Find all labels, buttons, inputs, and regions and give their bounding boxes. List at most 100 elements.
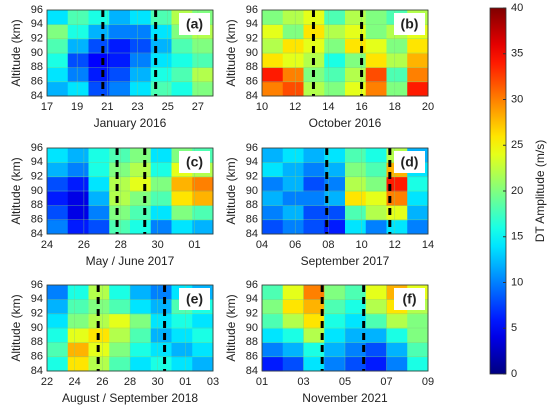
x-tick-label: 14 (322, 101, 334, 113)
heat-cell (345, 205, 367, 221)
heat-cell (282, 81, 304, 97)
heat-cell (67, 38, 89, 54)
heat-cell (192, 67, 214, 83)
heat-cell (47, 38, 69, 54)
heat-cell (171, 356, 193, 372)
y-tick-label: 84 (31, 228, 43, 240)
heat-cell (150, 313, 172, 329)
heat-cell (130, 24, 152, 40)
heat-cell (67, 285, 89, 300)
heat-cell (130, 205, 152, 221)
heat-cell (282, 219, 304, 235)
heat-cell (345, 148, 367, 163)
heat-cell (386, 313, 408, 329)
heat-cell (365, 205, 387, 221)
heat-cell (345, 342, 367, 358)
heat-cell (88, 299, 110, 315)
heat-cell (109, 191, 131, 206)
y-axis-label: Altitude (km) (224, 157, 238, 224)
heat-cell (192, 205, 214, 221)
heat-cell (130, 313, 152, 329)
heat-cell (386, 53, 408, 68)
y-tick-label: 86 (31, 76, 43, 88)
heat-cell (171, 328, 193, 343)
heat-cell (171, 342, 193, 358)
plot-frame (261, 9, 429, 97)
heat-cell (386, 328, 408, 343)
heat-cell (262, 148, 284, 163)
x-axis-label: November 2021 (302, 391, 388, 405)
heat-cell (109, 53, 131, 68)
heat-cell (324, 38, 346, 54)
y-tick-label: 96 (31, 279, 43, 291)
heat-cell (150, 67, 172, 83)
heat-cell (262, 299, 284, 315)
heat-cell (324, 299, 346, 315)
heat-cell (130, 328, 152, 343)
heat-cell (262, 342, 284, 358)
heat-cell (130, 356, 152, 372)
heat-cell (47, 67, 69, 83)
heat-cell (88, 24, 110, 40)
heat-cell (47, 24, 69, 40)
y-tick-label: 96 (31, 142, 43, 154)
y-tick-label: 92 (31, 33, 43, 45)
colorbar-tick-label: 25 (511, 139, 523, 151)
heat-cell (365, 285, 387, 300)
heat-cell (88, 176, 110, 192)
y-axis-label: Altitude (km) (224, 294, 238, 361)
heat-cell (67, 67, 89, 83)
heat-cell (386, 38, 408, 54)
heat-cell (365, 356, 387, 372)
heat-cell (407, 67, 429, 83)
heat-cell (47, 10, 69, 25)
x-tick-label: 19 (71, 101, 83, 113)
heat-cell (47, 81, 69, 97)
heat-cell (365, 81, 387, 97)
x-tick-label: 04 (256, 239, 268, 251)
y-tick-label: 84 (246, 228, 258, 240)
x-axis-label: August / September 2018 (62, 391, 198, 405)
x-tick-label: 30 (152, 239, 164, 251)
y-tick-label: 90 (31, 322, 43, 334)
heat-cell (345, 328, 367, 343)
heat-cell (150, 162, 172, 178)
heat-cell (324, 313, 346, 329)
heat-cell (192, 342, 214, 358)
heat-cell (47, 299, 69, 315)
heat-cell (67, 191, 89, 206)
heat-cell (282, 148, 304, 163)
heat-cell (150, 24, 172, 40)
heat-cell (171, 38, 193, 54)
heat-cell (303, 191, 325, 206)
y-tick-label: 96 (246, 279, 258, 291)
heat-cell (109, 328, 131, 343)
heat-cell (262, 162, 284, 178)
heat-cell (192, 53, 214, 68)
heat-cell (171, 176, 193, 192)
heat-cell (303, 328, 325, 343)
heat-cell (130, 285, 152, 300)
x-tick-label: 17 (41, 101, 53, 113)
y-tick-label: 84 (31, 365, 43, 377)
heat-cell (150, 342, 172, 358)
heat-cell (88, 219, 110, 235)
heat-cell (150, 176, 172, 192)
y-tick-label: 88 (246, 336, 258, 348)
y-axis-label: Altitude (km) (224, 19, 238, 86)
heat-cell (345, 313, 367, 329)
colorbar-tick-label: 20 (511, 185, 523, 197)
y-tick-label: 94 (31, 293, 43, 305)
heat-cell (67, 313, 89, 329)
heat-cell (150, 191, 172, 206)
heat-cell (67, 219, 89, 235)
heat-cell (192, 38, 214, 54)
heat-cell (88, 67, 110, 83)
panel-label: (d) (401, 154, 419, 170)
heat-cell (407, 328, 429, 343)
heat-cell (67, 356, 89, 372)
x-tick-label: 12 (289, 101, 301, 113)
x-tick-label: 28 (124, 376, 136, 388)
heat-cell (150, 53, 172, 68)
